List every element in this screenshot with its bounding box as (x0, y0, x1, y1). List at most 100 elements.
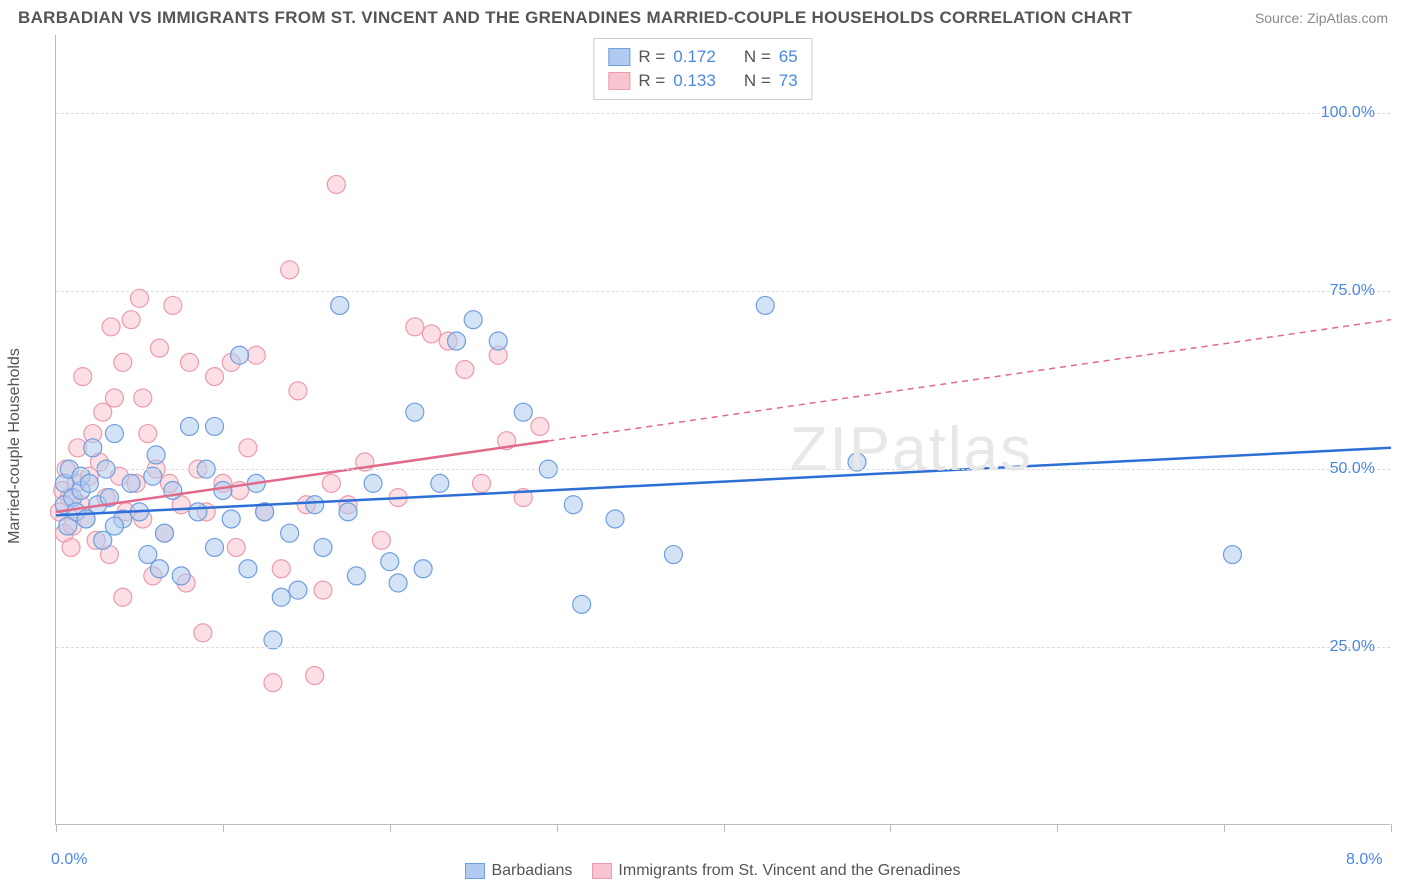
x-tick (390, 824, 391, 832)
title-bar: BARBADIAN VS IMMIGRANTS FROM ST. VINCENT… (18, 8, 1388, 28)
data-point (239, 560, 257, 578)
data-point (189, 503, 207, 521)
chart-title: BARBADIAN VS IMMIGRANTS FROM ST. VINCENT… (18, 8, 1132, 28)
x-tick (557, 824, 558, 832)
data-point (84, 439, 102, 457)
data-point (74, 368, 92, 386)
data-point (150, 560, 168, 578)
x-tick (1057, 824, 1058, 832)
y-axis-label: Married-couple Households (6, 348, 24, 544)
data-point (364, 474, 382, 492)
data-point (322, 474, 340, 492)
data-point (406, 403, 424, 421)
data-point (155, 524, 173, 542)
data-point (381, 553, 399, 571)
data-point (114, 353, 132, 371)
correlation-box: R =0.172N =65R =0.133N =73 (593, 38, 812, 100)
data-point (134, 389, 152, 407)
x-tick (724, 824, 725, 832)
data-point (531, 417, 549, 435)
data-point (339, 503, 357, 521)
data-point (122, 474, 140, 492)
gridline-h (56, 113, 1390, 114)
x-tick (1224, 824, 1225, 832)
data-point (222, 510, 240, 528)
data-point (206, 417, 224, 435)
data-point (281, 524, 299, 542)
y-tick-label: 25.0% (1330, 638, 1375, 656)
data-point (573, 595, 591, 613)
data-point (122, 311, 140, 329)
data-point (456, 361, 474, 379)
data-point (181, 353, 199, 371)
data-point (564, 496, 582, 514)
data-point (227, 538, 245, 556)
data-point (306, 667, 324, 685)
data-point (147, 446, 165, 464)
legend-label: Barbadians (491, 862, 572, 879)
corr-swatch (608, 48, 630, 66)
data-point (756, 296, 774, 314)
corr-row: R =0.133N =73 (608, 69, 797, 93)
r-label: R = (638, 47, 665, 67)
series-barbadians (55, 296, 1241, 649)
data-point (214, 481, 232, 499)
x-tick (56, 824, 57, 832)
n-value: 65 (779, 47, 798, 67)
data-point (239, 439, 257, 457)
data-point (372, 531, 390, 549)
x-tick (223, 824, 224, 832)
data-point (206, 368, 224, 386)
corr-row: R =0.172N =65 (608, 45, 797, 69)
data-point (114, 588, 132, 606)
series-stvincent (50, 175, 549, 691)
data-point (194, 624, 212, 642)
data-point (489, 332, 507, 350)
gridline-h (56, 291, 1390, 292)
data-point (314, 538, 332, 556)
data-point (289, 581, 307, 599)
corr-swatch (608, 72, 630, 90)
x-tick (1391, 824, 1392, 832)
gridline-h (56, 469, 1390, 470)
data-point (389, 574, 407, 592)
source-label: Source: ZipAtlas.com (1255, 10, 1388, 26)
y-tick-label: 75.0% (1330, 282, 1375, 300)
y-tick-label: 50.0% (1330, 460, 1375, 478)
n-label: N = (744, 71, 771, 91)
data-point (514, 403, 532, 421)
bottom-legend: Barbadians Immigrants from St. Vincent an… (0, 862, 1406, 880)
data-point (272, 588, 290, 606)
data-point (206, 538, 224, 556)
x-tick (890, 824, 891, 832)
data-point (105, 517, 123, 535)
data-point (664, 546, 682, 564)
data-point (464, 311, 482, 329)
data-point (105, 425, 123, 443)
data-point (327, 175, 345, 193)
data-point (448, 332, 466, 350)
data-point (80, 474, 98, 492)
data-point (62, 538, 80, 556)
plot-area: ZIPatlas 25.0%50.0%75.0%100.0%0.0%8.0% (55, 35, 1390, 825)
data-point (272, 560, 290, 578)
data-point (231, 346, 249, 364)
data-point (347, 567, 365, 585)
data-point (181, 417, 199, 435)
data-point (264, 674, 282, 692)
data-point (1223, 546, 1241, 564)
data-point (406, 318, 424, 336)
data-point (606, 510, 624, 528)
legend-swatch (465, 863, 485, 879)
data-point (289, 382, 307, 400)
data-point (139, 425, 157, 443)
legend-swatch (592, 863, 612, 879)
data-point (431, 474, 449, 492)
data-point (150, 339, 168, 357)
y-tick-label: 100.0% (1321, 104, 1375, 122)
data-point (331, 296, 349, 314)
n-label: N = (744, 47, 771, 67)
watermark: ZIPatlas (790, 414, 1033, 485)
legend-label: Immigrants from St. Vincent and the Gren… (618, 862, 960, 879)
gridline-h (56, 647, 1390, 648)
